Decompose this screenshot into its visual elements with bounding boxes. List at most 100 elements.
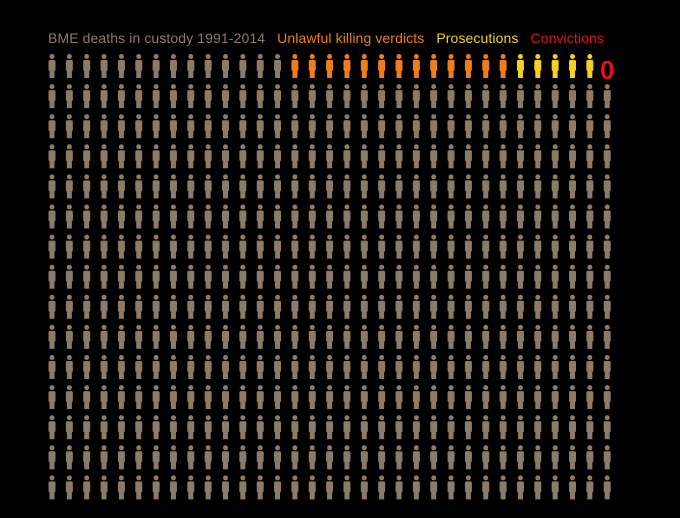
person-icon [551, 204, 559, 229]
person-icon [135, 294, 143, 319]
person-icon [65, 84, 73, 109]
person-icon-unlawful-killing [499, 54, 507, 78]
person-icon [482, 475, 490, 500]
person-icon [360, 264, 368, 289]
person-icon [204, 144, 212, 169]
person-icon [308, 324, 316, 349]
person-icon [256, 144, 264, 169]
person-icon [464, 324, 472, 349]
person-icon [326, 144, 334, 169]
person-icon [551, 114, 559, 139]
person-icon [239, 294, 247, 319]
person-icon [187, 144, 195, 169]
person-icon [482, 114, 490, 139]
person-icon [152, 385, 160, 410]
person-icon [291, 174, 299, 199]
person-icon-unlawful-killing [412, 54, 420, 78]
person-icon [603, 475, 611, 500]
person-icon [65, 204, 73, 229]
person-icon [430, 144, 438, 169]
person-icon [222, 445, 229, 470]
person-icon [378, 324, 386, 349]
person-icon [256, 445, 264, 470]
person-icon [551, 475, 559, 500]
person-icon [343, 114, 351, 139]
person-icon [48, 54, 56, 78]
person-icon [222, 264, 229, 289]
person-icon [83, 355, 91, 379]
person-icon [256, 234, 264, 259]
person-icon [447, 445, 455, 470]
person-icon [308, 445, 316, 470]
person-icon [256, 174, 264, 199]
person-icon [430, 204, 438, 229]
person-icon [551, 264, 559, 289]
person-icon [360, 475, 368, 500]
person-icon [430, 174, 438, 199]
person-icon [586, 234, 594, 259]
person-icon [482, 174, 490, 199]
person-icon [83, 324, 91, 349]
person-icon-prosecution [516, 54, 524, 78]
person-icon [48, 385, 56, 410]
person-icon [516, 415, 524, 440]
person-icon [256, 415, 264, 440]
person-icon [516, 475, 524, 500]
person-icon [516, 264, 524, 289]
person-icon [569, 355, 576, 379]
person-icon [569, 475, 576, 500]
person-icon [360, 114, 368, 139]
person-icon [222, 84, 229, 109]
person-icon [499, 415, 507, 440]
person-icon [65, 385, 73, 410]
person-icon [187, 114, 195, 139]
person-icon [308, 264, 316, 289]
person-icon [135, 84, 143, 109]
person-icon [117, 324, 125, 349]
person-icon [516, 355, 524, 379]
person-icon [326, 445, 334, 470]
person-icon [83, 385, 91, 410]
person-icon [499, 114, 507, 139]
person-icon [100, 84, 108, 109]
person-icon [499, 445, 507, 470]
person-icon [551, 174, 559, 199]
person-icon [204, 264, 212, 289]
person-icon [117, 84, 125, 109]
convictions-value-label: 0 [600, 55, 614, 85]
person-icon [100, 475, 108, 500]
person-icon [100, 415, 108, 440]
person-icon [586, 445, 594, 470]
person-icon [48, 264, 56, 289]
person-icon [48, 114, 56, 139]
person-icon [308, 114, 316, 139]
person-icon [117, 355, 125, 379]
person-icon [569, 234, 576, 259]
person-icon [100, 264, 108, 289]
person-icon [326, 84, 334, 109]
person-icon [204, 54, 212, 78]
person-icon [204, 385, 212, 410]
person-icon [412, 324, 420, 349]
person-icon [117, 385, 125, 410]
person-icon [83, 174, 91, 199]
person-icon [274, 355, 282, 379]
person-icon [343, 174, 351, 199]
person-icon-prosecution [569, 54, 576, 78]
person-icon [308, 234, 316, 259]
person-icon [534, 445, 542, 470]
person-icon [430, 84, 438, 109]
person-icon [534, 324, 542, 349]
person-icon [326, 385, 334, 410]
person-icon [169, 84, 177, 109]
person-icon [100, 385, 108, 410]
person-icon [169, 415, 177, 440]
person-icon [291, 324, 299, 349]
person-icon [291, 445, 299, 470]
person-icon [395, 385, 403, 410]
person-icon [534, 234, 542, 259]
person-icon [569, 445, 576, 470]
person-icon [135, 54, 143, 78]
person-icon [378, 385, 386, 410]
person-icon [551, 144, 559, 169]
